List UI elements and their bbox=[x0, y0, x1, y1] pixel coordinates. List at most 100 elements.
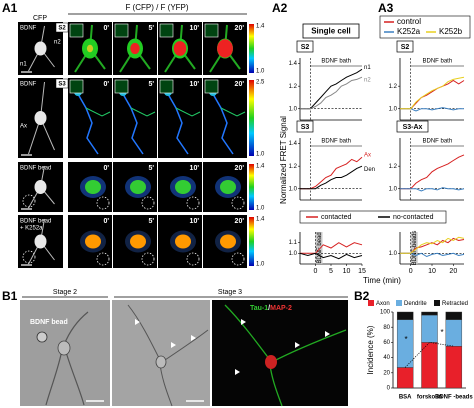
y-tick-label: 80 bbox=[383, 325, 390, 331]
cell-label: n2 bbox=[54, 40, 61, 46]
bead bbox=[36, 331, 48, 343]
x-tick-label: BDNF -beads bbox=[435, 395, 473, 401]
soma bbox=[265, 355, 277, 369]
series-label: Den bbox=[364, 167, 375, 173]
micrograph bbox=[212, 300, 348, 406]
stage-header: Stage 2 bbox=[53, 289, 77, 296]
x-tick-label: 0 bbox=[314, 268, 318, 275]
series-line bbox=[400, 79, 465, 110]
stain-name: MAP-2 bbox=[270, 305, 292, 312]
bead bbox=[96, 252, 110, 266]
soma-core bbox=[86, 44, 94, 53]
neurite bbox=[130, 107, 156, 117]
neurite bbox=[167, 93, 189, 155]
arrowhead bbox=[191, 335, 196, 341]
soma-core bbox=[130, 42, 140, 55]
time-label: 10' bbox=[190, 165, 200, 172]
bead bbox=[231, 252, 245, 266]
y-tick-label: 1.0 bbox=[389, 186, 398, 192]
y-tick-label: 1.0 bbox=[289, 106, 298, 112]
legend-label: control bbox=[397, 17, 421, 26]
series-line bbox=[400, 107, 464, 112]
time-label: 5' bbox=[148, 25, 154, 32]
bar-segment bbox=[396, 367, 414, 389]
series-label: n1 bbox=[364, 65, 371, 71]
colorbar bbox=[249, 24, 254, 73]
significance: * bbox=[440, 328, 443, 337]
row-label: BDNF bead bbox=[20, 166, 51, 172]
y-tick-label: 1.0 bbox=[389, 106, 398, 112]
soma bbox=[85, 234, 101, 249]
x-tick-label: forskolin bbox=[417, 395, 443, 401]
bead bbox=[22, 194, 36, 208]
stimulus-label: BDNF bath bbox=[422, 59, 452, 65]
colorbar-label: 1.4 bbox=[256, 24, 265, 30]
micrograph bbox=[112, 300, 210, 406]
y-axis-label: Incidence (%) bbox=[366, 325, 375, 374]
inset bbox=[114, 79, 129, 94]
y-tick-label: 1.0 bbox=[289, 186, 298, 192]
series-line bbox=[400, 236, 465, 254]
series-line bbox=[400, 237, 465, 254]
inset bbox=[159, 23, 174, 38]
stimulus-label: BDNF bath bbox=[321, 139, 351, 145]
bead bbox=[141, 252, 155, 266]
legend-label: K252a bbox=[397, 27, 421, 36]
arrowhead bbox=[325, 331, 330, 337]
panel-name: S2 bbox=[401, 44, 410, 51]
bead bbox=[141, 196, 155, 210]
colorbar-label: 1.0 bbox=[256, 152, 265, 158]
cell-label: n1 bbox=[20, 62, 27, 68]
series-line bbox=[400, 187, 465, 192]
panel-name-box bbox=[296, 40, 314, 53]
arrowhead bbox=[235, 369, 240, 375]
header-box bbox=[302, 23, 360, 39]
neurite bbox=[77, 93, 99, 155]
stage-label: S3 bbox=[58, 81, 66, 87]
header: Single cell bbox=[311, 27, 351, 36]
series-label: Ax bbox=[364, 153, 371, 159]
legend-label: Dendrite bbox=[404, 301, 427, 307]
legend-label: K252b bbox=[439, 27, 463, 36]
time-label: 10' bbox=[190, 81, 200, 88]
stage-box bbox=[55, 22, 69, 33]
column-header: F (CFP) / F (YFP) bbox=[125, 3, 188, 12]
bar-segment bbox=[445, 346, 463, 389]
legend-swatch bbox=[434, 300, 440, 306]
x-tick-label: 15 bbox=[358, 268, 366, 275]
bar-segment bbox=[421, 314, 438, 343]
soma-core bbox=[217, 39, 233, 58]
panel-name: S3 bbox=[301, 124, 310, 131]
legend-label: contacted bbox=[321, 214, 351, 221]
neurite bbox=[212, 93, 234, 155]
x-tick-label: BSA bbox=[399, 395, 412, 401]
legend-swatch bbox=[368, 300, 374, 306]
time-label: 0' bbox=[103, 218, 109, 225]
row-label: BDNF bead bbox=[20, 219, 51, 225]
panel-label: B1 bbox=[2, 289, 18, 303]
colorbar-label: 1.0 bbox=[256, 69, 265, 75]
stimulus-box bbox=[315, 232, 323, 264]
soma-core bbox=[173, 41, 187, 56]
bar-segment bbox=[445, 319, 463, 347]
stain-name: Tau-1 bbox=[250, 305, 268, 312]
row-label: BDNF bbox=[20, 26, 37, 32]
stage-header: Stage 3 bbox=[218, 289, 242, 296]
y-tick-label: 1.4 bbox=[289, 141, 298, 147]
arrowhead bbox=[295, 342, 300, 348]
row-label: BDNF bbox=[20, 82, 37, 88]
series-line bbox=[400, 154, 465, 190]
significance: * bbox=[404, 335, 407, 344]
panel-name: S2 bbox=[301, 44, 310, 51]
colorbar bbox=[249, 217, 254, 266]
legend-label: Axon bbox=[376, 301, 390, 307]
y-tick-label: 40 bbox=[383, 355, 390, 361]
time-label: 20' bbox=[235, 25, 245, 32]
time-label: 10' bbox=[190, 25, 200, 32]
x-tick-label: 10 bbox=[428, 268, 436, 275]
x-tick-label: 0 bbox=[409, 268, 413, 275]
arrowhead bbox=[241, 319, 246, 325]
legend-label: Retracted bbox=[442, 301, 468, 307]
bead bbox=[186, 252, 200, 266]
stimulus-label: BDNF-beads bbox=[412, 231, 418, 266]
